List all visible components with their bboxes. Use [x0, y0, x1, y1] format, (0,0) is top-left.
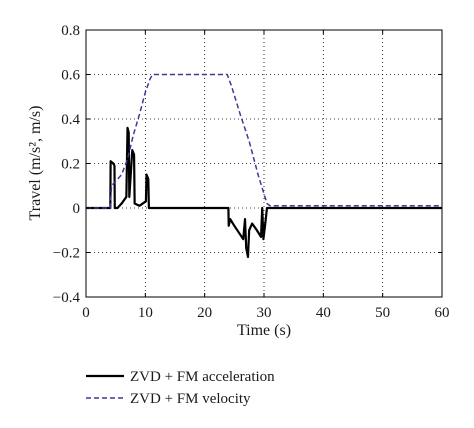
tick-labels: 0 10 20 30 40 50 60 −0.4 −0.2 0 0.2 0.4 0.6 0.8: [53, 23, 450, 321]
series-line-velocity: [86, 73, 442, 209]
y-axis-title: Travel (m/s², m/s): [27, 106, 44, 221]
y-tick-label: 0.2: [61, 157, 80, 173]
y-tick-label: 0: [73, 201, 81, 217]
y-tick-label: 0.6: [61, 68, 80, 84]
x-tick-label: 40: [316, 305, 331, 321]
legend-label-velocity: ZVD + FM velocity: [130, 391, 251, 407]
x-tick-label: 50: [375, 305, 390, 321]
x-tick-label: 0: [82, 305, 90, 321]
legend-label-acceleration: ZVD + FM acceleration: [130, 369, 275, 385]
y-tick-label: −0.4: [53, 290, 81, 306]
x-tick-label: 20: [197, 305, 212, 321]
x-axis-title: Time (s): [237, 322, 291, 339]
x-tick-label: 30: [257, 305, 272, 321]
x-tick-label: 10: [138, 305, 153, 321]
y-tick-label: 0.4: [61, 112, 80, 128]
y-tick-label: −0.2: [53, 246, 80, 262]
ticks: [85, 29, 443, 298]
y-tick-label: 0.8: [61, 23, 80, 39]
legend: ZVD + FM acceleration ZVD + FM velocity: [86, 369, 275, 407]
series-layer: [86, 73, 442, 259]
x-tick-label: 60: [435, 305, 450, 321]
series-line-acceleration: [86, 126, 442, 259]
